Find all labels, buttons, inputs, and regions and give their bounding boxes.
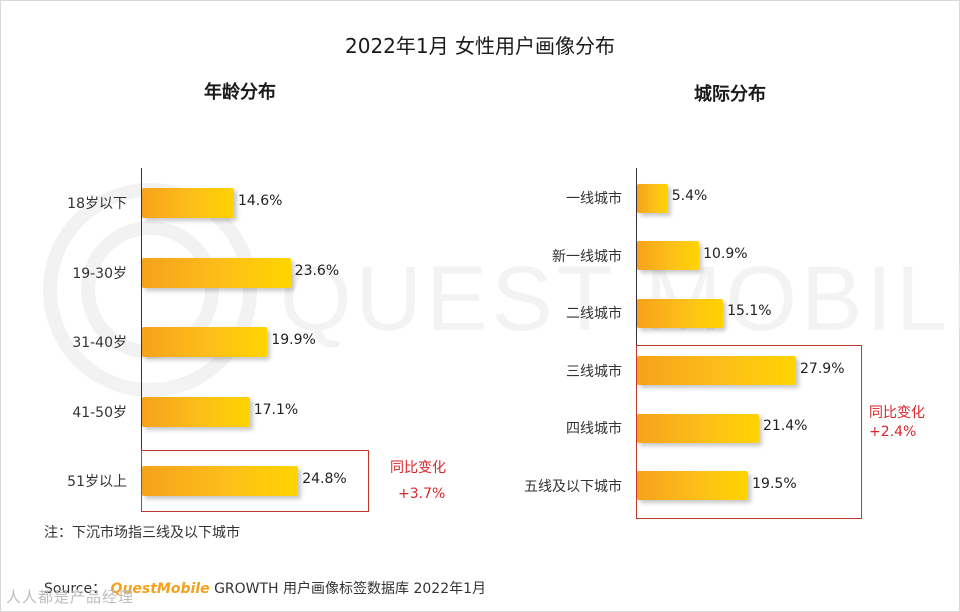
age-category-label: 51岁以上 (67, 474, 127, 490)
age-bar (142, 188, 234, 218)
age-category-label: 19-30岁 (72, 265, 127, 282)
city-bar (637, 183, 668, 213)
city-chart-title: 城际分布 (694, 84, 766, 105)
city-bar (637, 298, 724, 328)
city-category-label: 新一线城市 (552, 248, 622, 265)
age-category-label: 18岁以下 (67, 196, 127, 212)
age-axis-line (141, 168, 142, 500)
city-bar-value-label: 5.4% (671, 188, 708, 204)
city-bar-value-label: 21.4% (762, 418, 808, 434)
age-chart-title: 年龄分布 (204, 82, 276, 103)
city-category-label: 三线城市 (566, 363, 622, 380)
corner-watermark: 人人都是产品经理 (6, 588, 135, 606)
age-bar-value-label: 17.1% (253, 401, 299, 418)
source-line: Source： QuestMobile GROWTH 用户画像标签数据库 202… (44, 578, 486, 598)
city-bar (637, 241, 700, 270)
questmobile-logo: QuestMobile (110, 581, 210, 597)
age-bar (142, 466, 299, 496)
source-prefix: Source： (44, 581, 107, 597)
city-bar-value-label: 27.9% (800, 360, 845, 377)
age-bar (142, 327, 268, 357)
city-bar (637, 471, 749, 500)
footnote: 注：下沉市场指三线及以下城市 (44, 525, 240, 541)
age-bar (142, 257, 291, 288)
source-suffix: GROWTH 用户画像标签数据库 2022年1月 (214, 581, 487, 597)
svg-text:QUEST MOBILE: QUEST MOBILE (280, 248, 960, 350)
age-category-label: 31-40岁 (72, 335, 127, 351)
city-category-label: 一线城市 (566, 191, 622, 207)
city-yoy-change-label: 同比变化 (869, 405, 925, 421)
age-bar-value-label: 24.8% (302, 471, 347, 487)
city-bar (637, 356, 797, 385)
city-category-label: 四线城市 (566, 421, 622, 437)
age-category-label: 41-50岁 (72, 404, 127, 421)
city-axis-line (636, 168, 637, 516)
city-category-label: 二线城市 (566, 306, 622, 322)
age-bar-value-label: 14.6% (237, 193, 283, 209)
city-bar (637, 413, 759, 443)
city-bar-value-label: 15.1% (727, 303, 772, 319)
age-yoy-change-value: +3.7% (398, 486, 446, 502)
city-yoy-change-value: +2.4% (869, 424, 917, 440)
chart-title: 2022年1月 女性用户画像分布 (345, 34, 615, 58)
city-highlight-box (636, 345, 862, 519)
city-category-label: 五线及以下城市 (524, 478, 622, 495)
age-bar-value-label: 19.9% (271, 332, 316, 348)
age-bar-value-label: 23.6% (294, 262, 340, 279)
age-yoy-change-label: 同比变化 (390, 460, 446, 476)
city-bar-value-label: 10.9% (703, 245, 748, 262)
age-bar (142, 396, 250, 427)
age-highlight-box (141, 450, 369, 512)
city-bar-value-label: 19.5% (752, 475, 797, 492)
